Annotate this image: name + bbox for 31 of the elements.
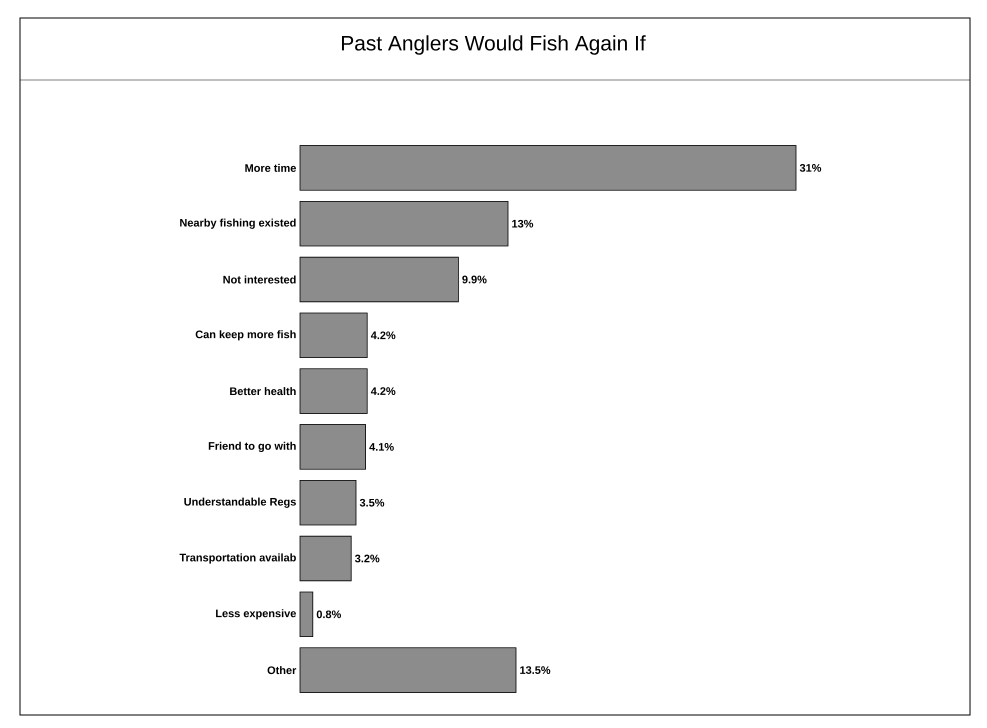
data-label: 13%: [512, 220, 534, 228]
bar: [300, 256, 459, 302]
data-label: 0.8%: [316, 610, 342, 618]
bar: [300, 200, 508, 246]
chart-title: Past Anglers Would Fish Again If: [342, 35, 646, 55]
y-tick-label: Less expensive: [216, 609, 296, 620]
bar: [300, 592, 314, 638]
y-tick-label: Understandable Regs: [184, 498, 296, 508]
y-tick-label: Transportation availab: [180, 553, 296, 564]
data-label: 3.2%: [354, 554, 380, 562]
bar: [300, 480, 356, 526]
data-label: 9.9%: [462, 276, 487, 284]
data-label: 31%: [800, 164, 822, 172]
bar: [300, 647, 516, 693]
y-tick-label: Better health: [230, 387, 296, 396]
y-tick-label: Not interested: [223, 275, 296, 284]
bar: [300, 536, 352, 582]
data-label: 4.2%: [370, 387, 396, 395]
bar: [300, 424, 366, 470]
y-tick-label: Friend to go with: [208, 442, 296, 452]
bar: [300, 145, 796, 191]
data-label: 4.2%: [370, 331, 396, 340]
bar: [300, 312, 368, 358]
y-tick-label: More time: [245, 164, 296, 172]
y-tick-label: Nearby fishing existed: [180, 218, 296, 229]
bar: [300, 368, 368, 414]
data-label: 13.5%: [520, 666, 550, 674]
data-label: 3.5%: [360, 498, 384, 507]
y-tick-label: Can keep more fish: [196, 330, 296, 340]
y-tick-label: Other: [268, 666, 296, 674]
data-label: 4.1%: [369, 443, 394, 451]
